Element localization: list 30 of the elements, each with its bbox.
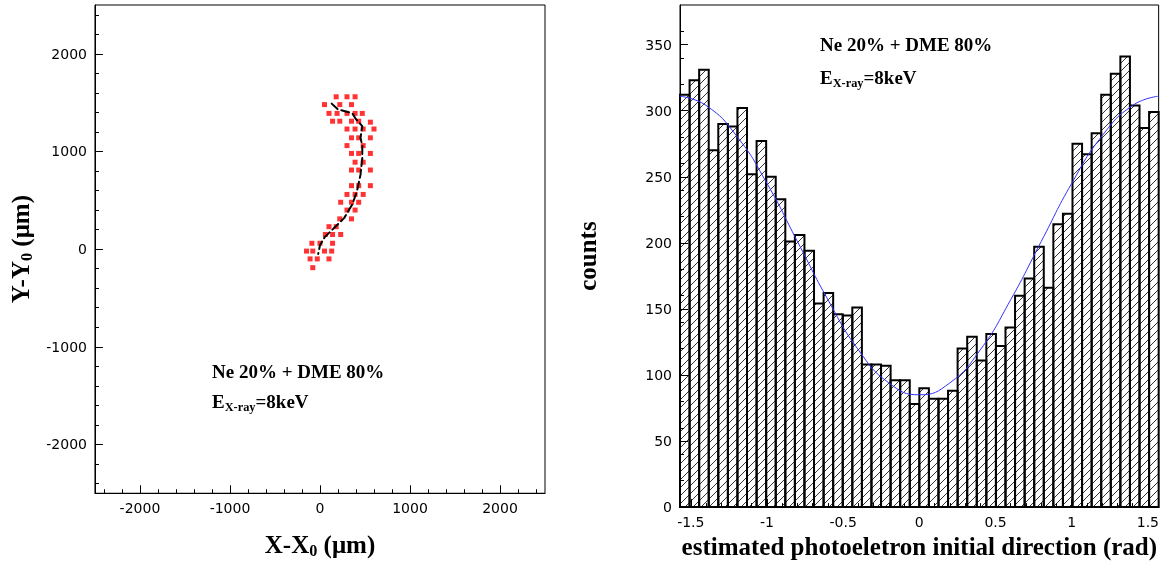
y-tick-label: 350 [645, 36, 672, 53]
line-series [679, 95, 1160, 396]
y-tick-label: 100 [645, 366, 672, 383]
annotation: Ne 20% + DME 80% [212, 361, 385, 382]
y-tick-label: 50 [654, 433, 672, 450]
y-axis-title: counts [574, 221, 601, 291]
y-tick-label: 250 [645, 168, 672, 185]
x-tick-label: 1 [1067, 514, 1077, 531]
y-tick-label: -1000 [46, 338, 87, 355]
x-tick-label: 0 [315, 500, 325, 517]
x-tick-label: -2000 [119, 500, 161, 517]
y-tick-label: 2000 [51, 45, 87, 62]
y-tick-label: -2000 [46, 436, 87, 453]
x-tick-label: -1.5 [677, 514, 705, 531]
x-tick-label: 0 [914, 514, 924, 531]
y-axis-title: Y-Y0 (μm) [7, 195, 37, 304]
x-tick-label: -1 [759, 514, 774, 531]
x-tick-label: 2000 [482, 500, 518, 517]
x-tick-label: 1.5 [1136, 514, 1159, 531]
x-tick-label: 0.5 [984, 514, 1007, 531]
y-tick-label: 300 [645, 102, 672, 119]
x-tick-label: 1000 [392, 500, 428, 517]
y-tick-label: 150 [645, 300, 672, 317]
y-tick-label: 0 [78, 241, 87, 258]
y-tick-label: 1000 [51, 143, 87, 160]
x-axis-title: estimated photoeletron initial direction (rad) [681, 533, 1158, 561]
x-tick-label: -0.5 [829, 514, 857, 531]
annotation: Ne 20% + DME 80% [820, 34, 993, 55]
y-tick-label: 200 [645, 234, 672, 251]
x-tick-label: -1000 [209, 500, 251, 517]
